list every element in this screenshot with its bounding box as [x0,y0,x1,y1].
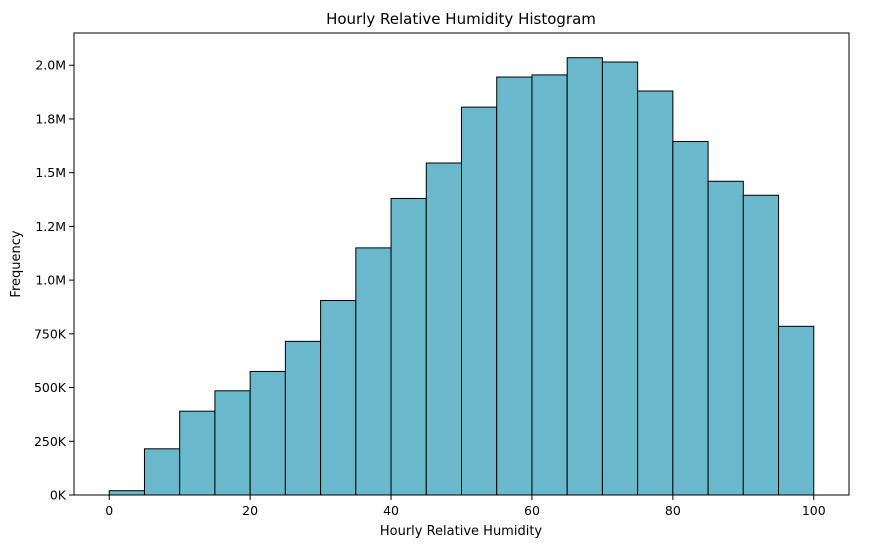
histogram-bar [425,162,463,496]
y-tick-label: 500K [34,380,67,395]
x-tick-label: 20 [242,503,258,518]
x-axis-title: Hourly Relative Humidity [380,524,543,539]
bars-group [108,57,815,496]
histogram-bar [249,370,286,496]
histogram-bar [214,390,251,496]
histogram-bar [143,448,181,496]
y-tick-label: 1.0M [35,273,66,288]
histogram-bar [742,194,780,496]
histogram-bar [461,106,498,496]
x-axis: 0 20 40 60 80 100 [105,495,826,518]
histogram-bar [284,340,322,496]
y-axis-title: Frequency [9,230,24,297]
x-tick-label: 40 [383,503,399,518]
y-tick-label: 1.5M [35,165,66,180]
histogram-bar [566,57,603,496]
y-axis: 0K 250K 500K 750K 1.0M 1.2M 1.5M 1.8M 2.0M [34,58,74,503]
y-tick-label: 2.0M [35,58,66,73]
histogram-bar [496,76,533,496]
y-tick-label: 250K [34,434,67,449]
histogram-bar [672,141,709,496]
histogram-bar [179,410,216,496]
y-tick-label: 1.8M [35,111,66,126]
histogram-bar [637,90,674,496]
x-tick-label: 60 [524,503,540,518]
histogram-bar [320,300,357,496]
histogram-bar [390,197,427,496]
histogram-bar [707,180,744,496]
axes-frame [73,32,850,496]
x-tick-label: 100 [802,503,826,518]
y-tick-label: 750K [34,326,67,341]
y-tick-label: 1.2M [35,219,66,234]
histogram-bar [531,74,568,496]
x-tick-label: 0 [105,503,113,518]
x-tick-label: 80 [665,503,681,518]
histogram-bar [601,61,639,496]
y-tick-label: 0K [50,488,67,503]
histogram-bar [778,325,815,496]
histogram-bar [355,247,392,496]
chart-title: Hourly Relative Humidity Histogram [326,10,596,28]
histogram-bar [108,490,145,496]
